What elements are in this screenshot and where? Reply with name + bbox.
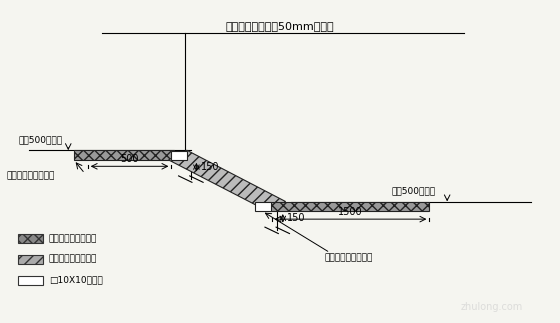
Text: 150: 150 xyxy=(201,162,220,172)
Text: 放上500控制线: 放上500控制线 xyxy=(391,186,436,195)
FancyBboxPatch shape xyxy=(18,255,43,264)
Text: 阴阳角要控制半径50mm的圆弧: 阴阳角要控制半径50mm的圆弧 xyxy=(226,21,334,31)
Text: 500: 500 xyxy=(120,154,139,164)
Text: 插上钢筋以固定方木: 插上钢筋以固定方木 xyxy=(325,253,373,262)
Polygon shape xyxy=(169,150,286,211)
Text: 插上钢筋以固定方木: 插上钢筋以固定方木 xyxy=(7,172,55,181)
FancyBboxPatch shape xyxy=(268,202,430,211)
Text: □10X10的方木: □10X10的方木 xyxy=(49,276,102,285)
Text: zhulong.com: zhulong.com xyxy=(461,302,523,312)
FancyBboxPatch shape xyxy=(18,234,43,243)
Text: 放上500控制线: 放上500控制线 xyxy=(18,135,62,144)
FancyBboxPatch shape xyxy=(74,150,174,160)
FancyBboxPatch shape xyxy=(171,151,187,160)
Text: 第二次浇筑斜面垫层: 第二次浇筑斜面垫层 xyxy=(49,255,97,264)
Text: 1500: 1500 xyxy=(338,207,362,217)
FancyBboxPatch shape xyxy=(255,202,270,211)
FancyBboxPatch shape xyxy=(18,276,43,285)
Text: 第一次浇筑平面垫层: 第一次浇筑平面垫层 xyxy=(49,234,97,243)
Text: 150: 150 xyxy=(287,214,306,224)
